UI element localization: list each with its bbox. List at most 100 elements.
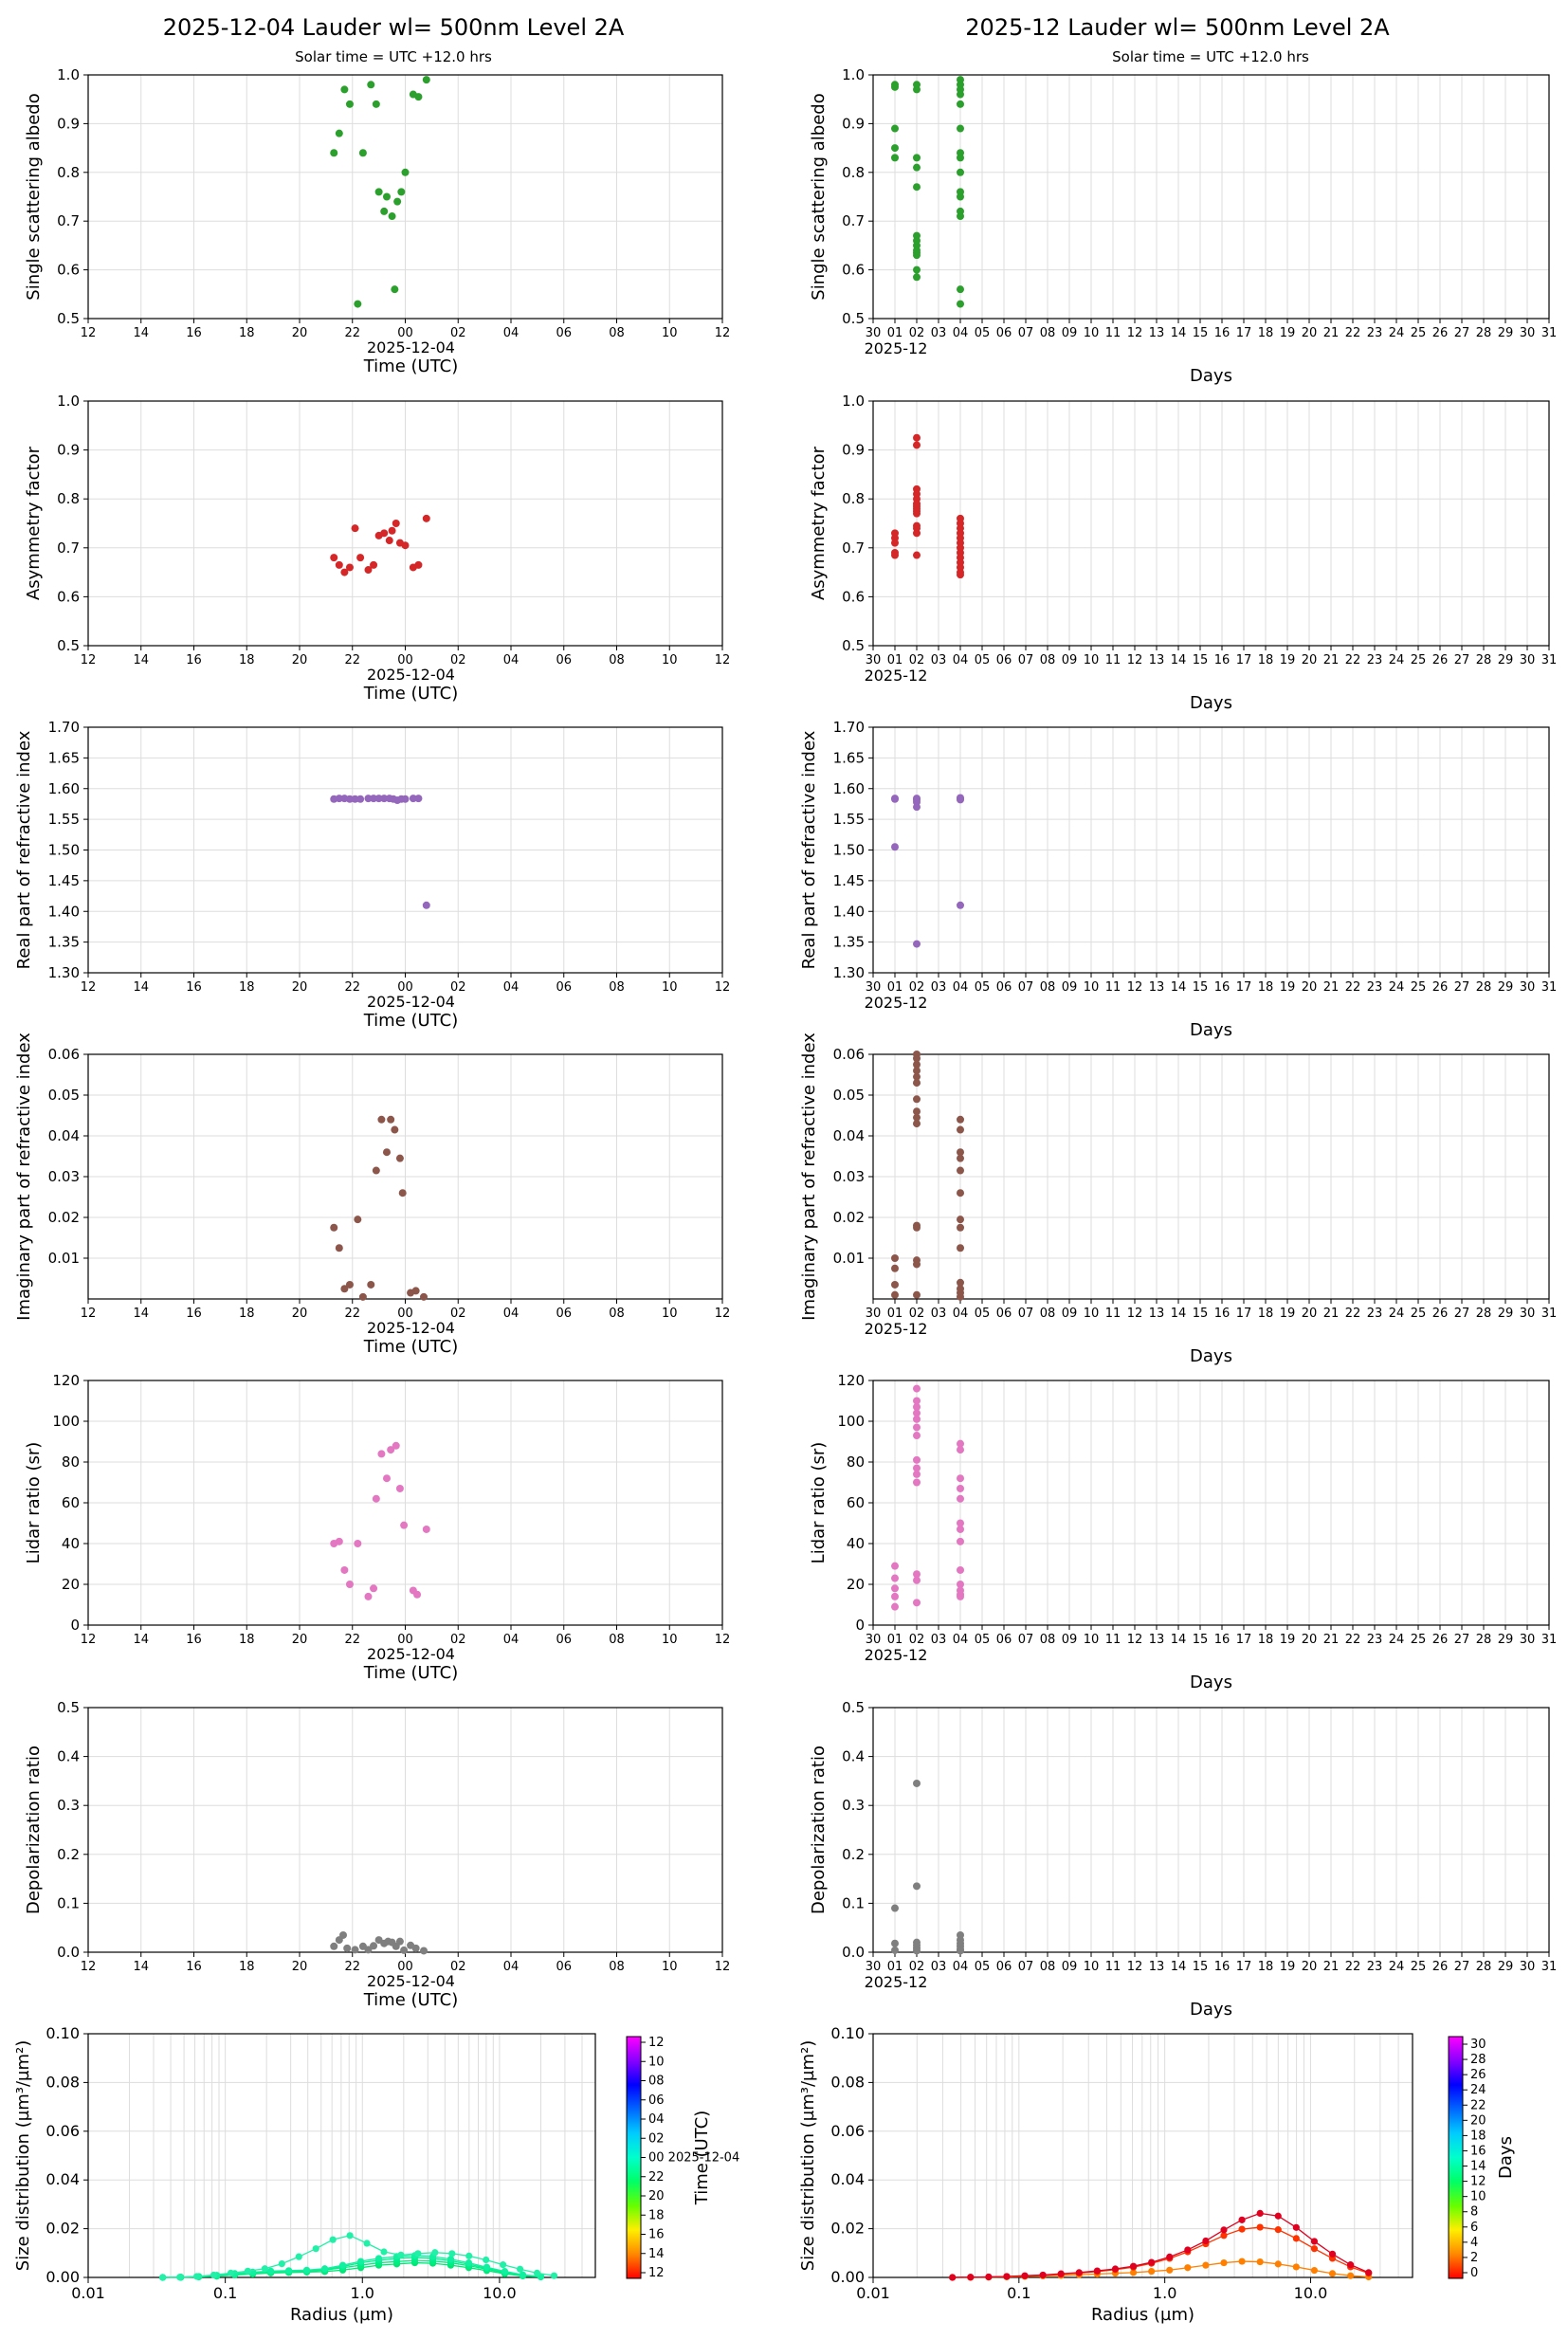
x-tick-label: 29 — [1498, 1960, 1514, 1974]
x-tick-label: 27 — [1454, 653, 1470, 667]
x-tick-label: 16 — [186, 1960, 202, 1974]
y-tick-label: 1.0 — [57, 66, 80, 83]
x-tick-label: 17 — [1236, 326, 1252, 340]
x-tick-label: 18 — [239, 1633, 255, 1647]
x-tick-label: 04 — [503, 326, 520, 340]
x-tick-label: 0.1 — [1007, 2284, 1030, 2302]
x-tick-label: 20 — [292, 980, 308, 995]
y-tick-label: 120 — [837, 1372, 865, 1389]
data-point — [891, 1280, 899, 1289]
data-point — [957, 1446, 964, 1454]
x-tick-label: 24 — [1389, 980, 1405, 995]
y-tick-label: 40 — [847, 1535, 865, 1552]
y-tick-label: 1.70 — [833, 719, 865, 736]
x-tick-label: 10.0 — [483, 2284, 517, 2302]
data-point — [345, 1280, 354, 1289]
x-tick-label: 18 — [239, 326, 255, 340]
data-point — [913, 1402, 921, 1411]
y-tick-label: 0.9 — [842, 115, 865, 132]
date-label: 2025-12-04 — [367, 993, 455, 1011]
x-tick-label: 02 — [909, 1633, 925, 1647]
x-tick-label: 11 — [1105, 1307, 1121, 1321]
y-tick-label: 0.06 — [46, 2122, 80, 2140]
series-point — [1148, 2258, 1156, 2266]
series-point — [501, 2267, 509, 2276]
data-point — [957, 1125, 964, 1134]
data-point — [913, 1079, 921, 1088]
data-point — [400, 1946, 409, 1954]
x-tick-label: 10 — [662, 1633, 678, 1647]
x-tick-label: 12 — [81, 1307, 97, 1321]
y-tick-label: 0.02 — [46, 2220, 80, 2238]
y-tick-label: 60 — [847, 1494, 865, 1511]
y-tick-label: 1.0 — [842, 66, 865, 83]
x-tick-label: 22 — [1345, 1307, 1361, 1321]
series-point — [1220, 2232, 1228, 2239]
daily-real-panel: 12 14 16 18 20 22 00 02 04 06 08 10 121.301.351.401.… — [14, 719, 730, 1031]
x-tick-label: 12 — [81, 1960, 97, 1974]
x-tick-label: 02 — [450, 1960, 466, 1974]
colorbar-tick-label: 16 — [648, 2228, 665, 2242]
x-tick-label: 25 — [1411, 653, 1427, 667]
data-point — [356, 554, 365, 562]
x-tick-label: 31 — [1541, 326, 1558, 340]
y-tick-label: 0.2 — [57, 1846, 80, 1863]
x-tick-label: 10.0 — [1294, 2284, 1328, 2302]
data-point — [913, 803, 921, 812]
x-tick-label: 31 — [1541, 653, 1558, 667]
y-tick-label: 100 — [52, 1413, 80, 1430]
y-tick-label: 60 — [62, 1494, 80, 1511]
x-tick-label: 04 — [503, 980, 520, 995]
x-tick-label: 12 — [1127, 1633, 1143, 1647]
series-point — [1021, 2272, 1029, 2279]
series-point — [550, 2272, 558, 2279]
series-point — [483, 2263, 491, 2271]
data-point — [913, 1882, 921, 1891]
data-point — [397, 188, 406, 196]
x-tick-label: 11 — [1105, 1633, 1121, 1647]
x-axis-label: Time (UTC) — [363, 1663, 459, 1683]
y-tick-label: 0.03 — [48, 1168, 80, 1185]
x-tick-label: 22 — [344, 1960, 360, 1974]
data-point — [957, 300, 964, 308]
data-point — [367, 81, 375, 89]
data-point — [338, 1930, 347, 1939]
series-point — [465, 2258, 473, 2267]
x-tick-label: 21 — [1323, 653, 1340, 667]
x-tick-label: 12 — [1127, 653, 1143, 667]
data-point — [957, 100, 964, 108]
series-point — [1166, 2253, 1174, 2261]
series-point — [1347, 2261, 1355, 2269]
data-point — [387, 1446, 395, 1454]
daily-depol-panel: 12 14 16 18 20 22 00 02 04 06 08 10 120.00.10.20.30.… — [24, 1699, 730, 2010]
x-tick-label: 02 — [909, 1307, 925, 1321]
y-tick-label: 0.7 — [842, 539, 865, 557]
x-tick-label: 05 — [975, 653, 991, 667]
x-tick-label: 01 — [887, 1633, 903, 1647]
x-tick-label: 09 — [1062, 1960, 1078, 1974]
data-point — [913, 1432, 921, 1440]
x-tick-label: 28 — [1476, 1960, 1492, 1974]
data-point — [364, 1592, 373, 1600]
x-tick-label: 02 — [450, 1633, 466, 1647]
x-tick-label: 16 — [1214, 980, 1231, 995]
data-point — [913, 1060, 921, 1069]
data-point — [957, 1439, 964, 1448]
data-point — [335, 795, 343, 803]
daily-asym-panel: 12 14 16 18 20 22 00 02 04 06 08 10 120.50.60.70.80.… — [24, 393, 730, 704]
data-point — [957, 1519, 964, 1527]
plot-frame — [872, 400, 1550, 647]
data-point — [374, 188, 383, 196]
x-tick-label: 30 — [866, 1633, 882, 1647]
x-tick-label: 22 — [1345, 653, 1361, 667]
colorbar-tick-label: 06 — [648, 2093, 665, 2108]
x-axis-label: Time (UTC) — [363, 1011, 459, 1031]
series-line — [952, 2212, 1369, 2278]
y-tick-label: 1.0 — [842, 393, 865, 410]
y-tick-label: 0.5 — [842, 637, 865, 654]
series-point — [1220, 2226, 1228, 2234]
data-point — [913, 509, 921, 518]
plot-frame — [872, 74, 1550, 320]
series-point — [278, 2260, 285, 2268]
data-point — [913, 1054, 921, 1063]
